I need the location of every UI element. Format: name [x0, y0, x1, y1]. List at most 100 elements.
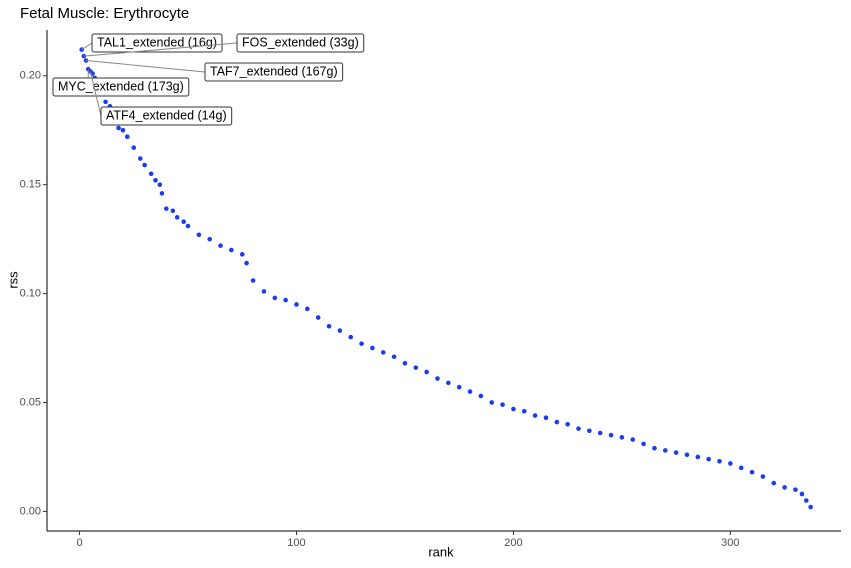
annotation-label: MYC_extended (173g)	[58, 79, 184, 93]
y-tick-label: 0.15	[20, 179, 41, 191]
point	[808, 504, 813, 510]
point	[467, 389, 473, 394]
point	[500, 402, 505, 407]
point	[120, 127, 126, 133]
point	[478, 393, 484, 399]
point	[148, 171, 154, 177]
x-tick-label: 300	[721, 537, 739, 549]
annotation-box	[52, 77, 190, 97]
point	[543, 415, 549, 421]
y-tick-label: 0.00	[20, 505, 41, 517]
point	[174, 215, 180, 220]
x-axis-label: rank	[428, 544, 454, 559]
annotation-leader	[86, 59, 206, 73]
point	[131, 145, 137, 150]
point	[749, 469, 755, 475]
point	[532, 413, 538, 418]
point	[124, 134, 130, 140]
point	[326, 323, 332, 329]
point	[565, 421, 570, 427]
point	[799, 491, 805, 497]
annotation-leader	[83, 42, 238, 57]
x-tick-label: 0	[76, 537, 82, 549]
point	[359, 341, 364, 346]
point	[402, 360, 408, 366]
y-tick-label: 0.20	[20, 70, 41, 82]
point	[435, 376, 440, 381]
point	[717, 458, 722, 464]
point	[170, 208, 176, 214]
point	[803, 498, 809, 503]
point	[597, 430, 603, 436]
point	[511, 406, 516, 412]
annotation-box	[100, 106, 233, 126]
point	[608, 432, 614, 438]
point	[370, 345, 375, 351]
annotation-label: TAL1_extended (16g)	[97, 35, 217, 49]
point	[229, 247, 234, 253]
point	[272, 295, 278, 301]
point	[641, 441, 646, 447]
point	[576, 426, 581, 431]
point	[159, 191, 165, 196]
point	[261, 289, 267, 294]
point	[587, 428, 592, 434]
annotation-box	[204, 62, 344, 82]
point	[153, 178, 158, 183]
point	[239, 252, 245, 257]
point	[630, 437, 636, 442]
point	[662, 448, 668, 453]
annotation-label: TAF7_extended (167g)	[210, 64, 338, 78]
point	[137, 156, 143, 161]
point	[554, 419, 560, 425]
point	[294, 302, 299, 307]
point	[771, 480, 777, 486]
point	[424, 369, 429, 375]
y-tick-label: 0.05	[20, 396, 41, 408]
point	[782, 485, 787, 490]
point	[181, 219, 186, 224]
point	[116, 125, 121, 131]
point	[244, 260, 249, 266]
y-axis-label: rss	[5, 271, 20, 289]
point	[446, 380, 451, 386]
annotation-box	[236, 33, 365, 53]
point	[164, 206, 169, 211]
point	[185, 223, 191, 229]
point	[489, 400, 495, 405]
point	[413, 365, 419, 370]
point	[695, 454, 701, 460]
point	[305, 306, 310, 312]
point	[348, 334, 354, 340]
point	[738, 465, 744, 471]
annotation-label: FOS_extended (33g)	[242, 35, 359, 49]
point	[103, 99, 108, 105]
x-tick-label: 200	[504, 537, 522, 549]
point	[652, 445, 657, 451]
point	[521, 408, 527, 414]
point	[760, 474, 766, 479]
annotation-leader	[81, 42, 93, 51]
point	[793, 487, 798, 492]
y-tick-label: 0.10	[20, 287, 41, 299]
point	[196, 232, 202, 238]
point	[207, 236, 213, 242]
point	[728, 461, 733, 466]
point	[706, 456, 711, 462]
point	[391, 354, 397, 360]
point	[673, 450, 679, 455]
point	[315, 315, 321, 320]
point	[283, 297, 288, 303]
annotation-leader	[89, 71, 102, 117]
point	[456, 384, 462, 390]
point	[684, 452, 690, 458]
point	[218, 243, 223, 248]
point	[250, 278, 256, 283]
point	[142, 162, 147, 168]
point	[380, 350, 386, 355]
point	[157, 182, 163, 187]
annotation-label: ATF4_extended (14g)	[106, 108, 227, 122]
chart-title: Fetal Muscle: Erythrocyte	[20, 5, 189, 22]
point	[619, 435, 625, 440]
